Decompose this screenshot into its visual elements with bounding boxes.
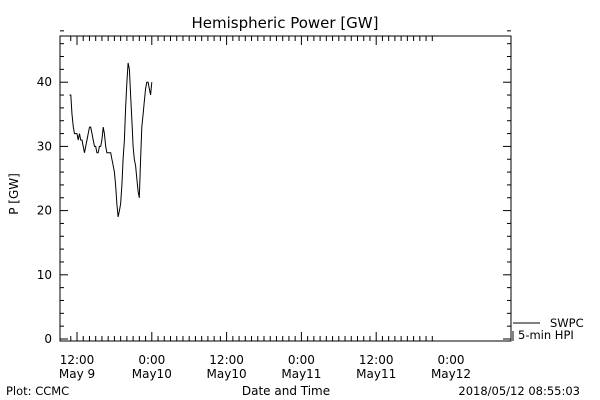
footer-timestamp: 2018/05/12 08:55:03 <box>458 384 580 398</box>
y-tick-label: 10 <box>37 268 52 282</box>
x-tick-time-label: 12:00 <box>209 353 244 367</box>
x-tick-date-label: May 9 <box>59 367 95 381</box>
x-tick-date-label: May12 <box>431 367 471 381</box>
x-tick-date-label: May10 <box>132 367 172 381</box>
x-tick-time-label: 12:00 <box>60 353 95 367</box>
chart-title: Hemispheric Power [GW] <box>192 14 379 32</box>
y-axis-ticks: 0 10 20 30 40 <box>37 30 511 346</box>
x-tick-date-label: May10 <box>207 367 247 381</box>
legend-hpi-label: 5-min HPI <box>518 328 574 342</box>
footer-credit: Plot: CCMC <box>6 384 69 398</box>
y-tick-label: 40 <box>37 75 52 89</box>
x-tick-time-label: 12:00 <box>359 353 394 367</box>
plot-frame <box>59 35 512 342</box>
y-tick-label: 20 <box>37 204 52 218</box>
series-layer <box>69 62 153 218</box>
series-line-hpi <box>69 62 153 218</box>
legend: SWPC 5-min HPI <box>512 316 584 342</box>
x-tick-time-label: 0:00 <box>138 353 165 367</box>
y-tick-label: 30 <box>37 139 52 153</box>
x-tick-date-label: May11 <box>356 367 396 381</box>
x-tick-time-label: 0:00 <box>438 353 465 367</box>
y-axis-label: P [GW] <box>7 173 21 215</box>
x-tick-time-label: 0:00 <box>288 353 315 367</box>
x-tick-date-label: May11 <box>281 367 321 381</box>
legend-swpc-label: SWPC <box>550 316 584 330</box>
x-axis-label: Date and Time <box>242 384 330 398</box>
y-tick-label: 0 <box>44 332 52 346</box>
